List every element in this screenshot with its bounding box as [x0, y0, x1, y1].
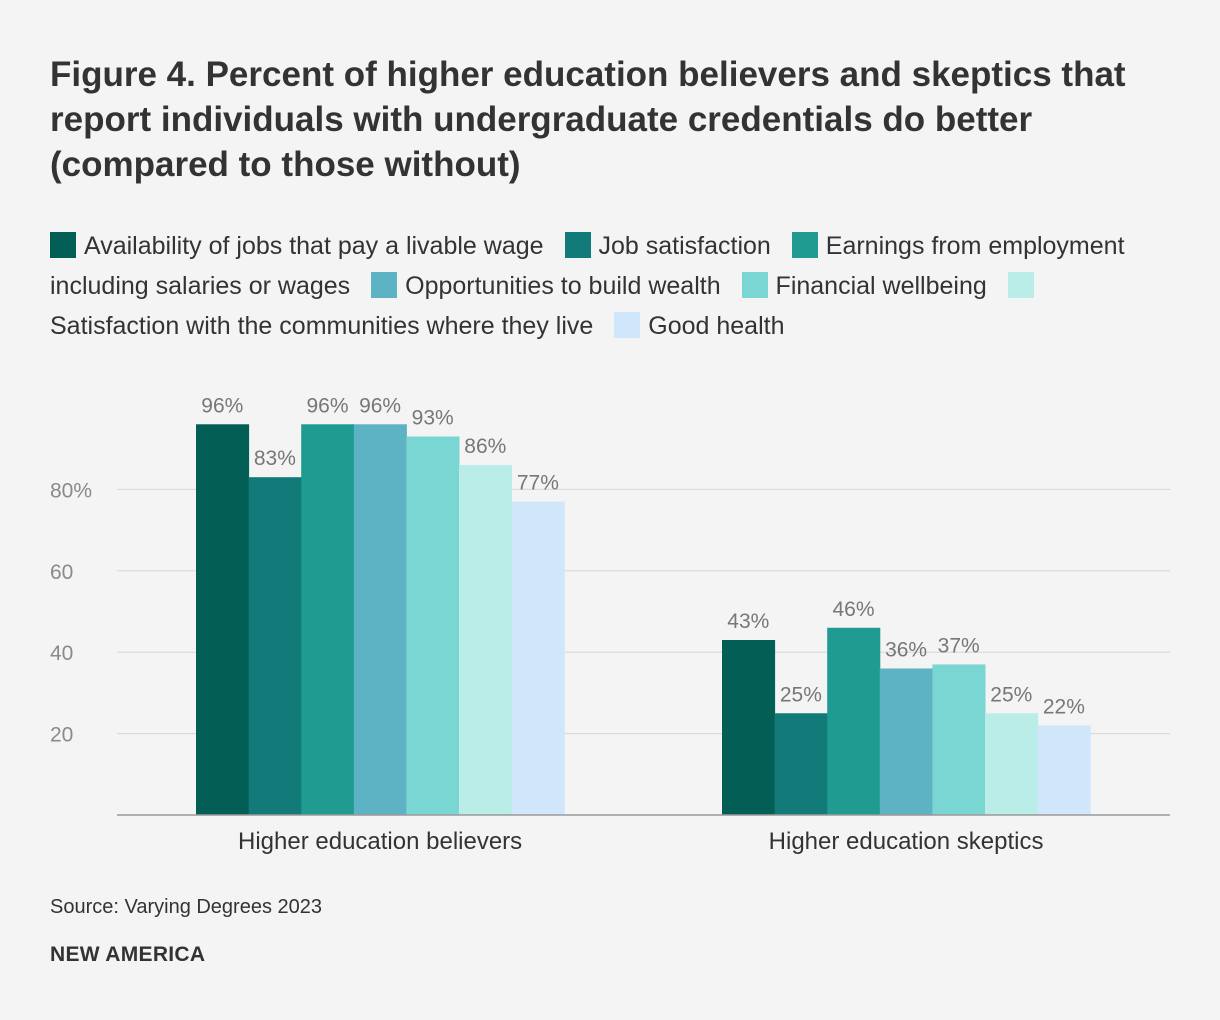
bar-value-label: 22%	[1043, 695, 1085, 718]
legend-label: Opportunities to build wealth	[405, 272, 721, 300]
legend-item: Good health	[600, 312, 784, 340]
legend-swatch	[50, 232, 76, 258]
bar-value-label: 25%	[990, 683, 1032, 706]
bar	[301, 424, 355, 815]
legend-swatch	[564, 232, 591, 258]
chart-legend: Availability of jobs that pay a livable …	[50, 226, 1170, 346]
bar-value-label: 25%	[780, 683, 822, 706]
chart-title: Figure 4. Percent of higher education be…	[50, 55, 1126, 184]
legend-label: Financial wellbeing	[775, 272, 987, 300]
legend-swatch	[741, 272, 768, 298]
bar	[196, 424, 250, 815]
legend-label: Good health	[648, 312, 785, 340]
legend-item: Satisfaction with the communities where …	[50, 272, 1042, 340]
bar	[248, 477, 302, 815]
legend-item: Financial wellbeing	[728, 272, 987, 300]
x-category-label: Higher education believers	[238, 828, 522, 855]
bar	[827, 627, 881, 815]
brand-wordmark: NEW AMERICA	[50, 943, 206, 966]
legend-swatch	[791, 232, 818, 258]
legend-item: Earnings from employment including salar…	[50, 232, 1125, 300]
bar-value-label: 36%	[885, 638, 927, 661]
bar	[406, 436, 460, 815]
bar-value-label: 96%	[306, 394, 348, 417]
legend-swatch	[614, 312, 641, 338]
y-tick-label: 60	[50, 561, 73, 584]
bar	[774, 713, 828, 815]
legend-item: Job satisfaction	[551, 232, 771, 260]
bar	[353, 424, 407, 815]
source-note: Source: Varying Degrees 2023	[50, 896, 323, 918]
bar	[985, 713, 1039, 815]
bar	[932, 664, 986, 815]
y-tick-label: 20	[50, 724, 73, 747]
bar-value-label: 77%	[517, 472, 559, 495]
bar-value-label: 86%	[464, 435, 506, 458]
bar-value-label: 83%	[254, 447, 296, 470]
legend-label: Job satisfaction	[598, 232, 771, 260]
legend-label: Availability of jobs that pay a livable …	[84, 232, 544, 260]
bar-value-label: 93%	[412, 406, 454, 429]
legend-label: Earnings from employment including salar…	[50, 232, 1125, 300]
legend-item: Opportunities to build wealth	[357, 272, 721, 300]
bar-value-label: 43%	[727, 610, 769, 633]
bar	[511, 501, 565, 815]
legend-swatch	[371, 272, 398, 298]
legend-label: Satisfaction with the communities where …	[50, 312, 594, 340]
bar-value-label: 96%	[359, 394, 401, 417]
bar	[722, 639, 776, 815]
bar	[879, 668, 933, 815]
y-tick-label: 80%	[50, 479, 92, 502]
bar-value-label: 46%	[832, 598, 874, 621]
y-tick-label: 40	[50, 642, 73, 665]
x-category-label: Higher education skeptics	[769, 828, 1044, 855]
legend-swatch	[1007, 272, 1034, 298]
bar-value-label: 37%	[938, 634, 980, 657]
bar	[1037, 725, 1091, 815]
bar	[459, 464, 513, 815]
legend-item: Availability of jobs that pay a livable …	[50, 232, 544, 260]
bar-value-label: 96%	[201, 394, 243, 417]
